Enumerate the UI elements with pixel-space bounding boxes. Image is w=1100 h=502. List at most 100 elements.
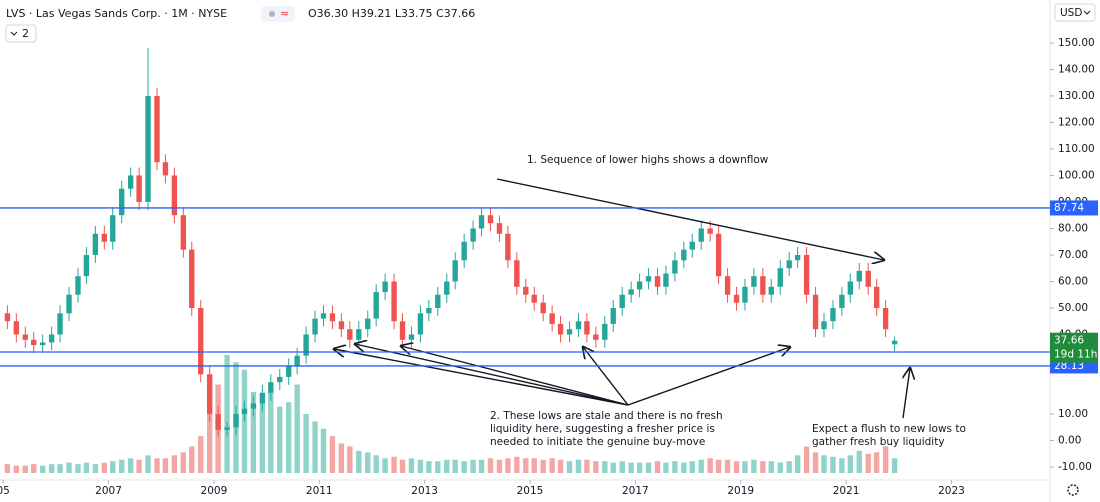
candle-body (487, 215, 494, 224)
candle-body (742, 286, 748, 303)
candle-body (715, 233, 722, 277)
x-tick-label: 2015 (517, 485, 544, 497)
volume-bar (584, 459, 590, 473)
candle-body (391, 281, 397, 322)
volume-bar (794, 455, 801, 473)
volume-bar (549, 458, 555, 473)
candle-body (57, 313, 63, 335)
candle-body (13, 321, 20, 335)
volume-bar (373, 455, 379, 473)
volume-bar (426, 461, 432, 473)
chevron (10, 31, 18, 36)
candle-body (645, 276, 652, 282)
volume-bar (531, 458, 537, 473)
volume-bar (461, 461, 467, 473)
annotation: gather fresh buy liquidity (812, 436, 945, 448)
candle-body (4, 313, 11, 322)
candle-body (408, 334, 415, 340)
candle-body (356, 329, 362, 340)
candle-body (523, 286, 529, 295)
volume-bar (619, 461, 625, 473)
level-tag-label: 28.13 (1054, 360, 1084, 372)
candle-body (294, 355, 300, 367)
candle-body (198, 307, 204, 375)
settings-icon[interactable] (1067, 484, 1079, 496)
volume-bar (391, 456, 397, 473)
y-tick-label: 100.00 (1058, 169, 1095, 181)
volume-bar (663, 462, 669, 473)
annotation: needed to initiate the genuine buy-move (490, 436, 705, 448)
candle-body (733, 294, 740, 303)
candle-body (636, 281, 643, 290)
volume-bar (303, 414, 309, 473)
volume-bar (294, 384, 300, 473)
volume-bar (830, 456, 836, 473)
annotations: 1. Sequence of lower highs shows a downf… (334, 154, 966, 448)
candle-body (347, 329, 353, 340)
volume-bar (408, 458, 415, 473)
currency-select[interactable] (1054, 3, 1096, 22)
volume-bar (715, 459, 722, 473)
candle-body (672, 260, 678, 274)
candle-body (48, 334, 55, 343)
volume-bar (821, 455, 827, 473)
x-tick-label: 2013 (411, 485, 438, 497)
candle-body (382, 281, 388, 293)
volume-bar (496, 459, 503, 473)
candle-body (215, 414, 221, 430)
annotation: liquidity here, suggesting a fresher pri… (490, 423, 715, 435)
candle-body (189, 249, 195, 308)
volume-bar (610, 462, 616, 473)
candle-body (803, 254, 810, 295)
compare-icon[interactable] (261, 6, 295, 22)
candle-body (794, 254, 801, 261)
candle-body (821, 321, 827, 330)
candle-body (566, 329, 573, 335)
candle-body (812, 294, 819, 330)
volume-bar (356, 450, 362, 473)
volume-bar (206, 414, 213, 473)
candle-body (856, 270, 862, 282)
candle-body (461, 241, 467, 261)
volume-bar (505, 458, 511, 473)
x-tick-label: 2023 (938, 485, 965, 497)
candle-body (628, 289, 634, 295)
volume-bar (645, 462, 652, 473)
volume-bar (786, 461, 792, 473)
chevron (1083, 10, 1091, 15)
volume-bar (478, 459, 485, 473)
volume-bar (338, 443, 345, 473)
candle-body (417, 313, 424, 335)
x-tick-label: 2021 (833, 485, 860, 497)
currency: USD (1060, 7, 1082, 19)
candle-body (882, 307, 889, 330)
candle-body (373, 292, 379, 319)
volume-bar (575, 459, 582, 473)
indicator-toggle[interactable] (5, 24, 37, 43)
volume-bar (198, 436, 204, 473)
volume-bar (145, 455, 151, 473)
candle-body (839, 294, 845, 308)
volume-bar (417, 459, 424, 473)
volume-bar (803, 446, 810, 473)
annotation: 2. These lows are stale and there is no … (490, 410, 723, 422)
candle-body (312, 318, 318, 335)
volume-bar (162, 458, 169, 473)
candle-body (180, 215, 187, 250)
candle-body (760, 276, 766, 295)
volume-bar (399, 459, 406, 473)
candle-body (426, 307, 432, 314)
candle-body (101, 233, 108, 242)
candle-body (259, 392, 266, 404)
volume-bar (444, 459, 450, 473)
volume-bar (602, 461, 608, 473)
candle-body (847, 281, 854, 295)
volume-bar (110, 461, 116, 473)
header: LVS · Las Vegas Sands Corp. · 1M · NYSE … (5, 3, 1096, 496)
y-tick-label: 0.00 (1058, 435, 1081, 447)
candle-body (154, 95, 160, 163)
candle-body (873, 286, 880, 308)
candle-body (286, 366, 292, 377)
volume-bar (259, 399, 266, 473)
